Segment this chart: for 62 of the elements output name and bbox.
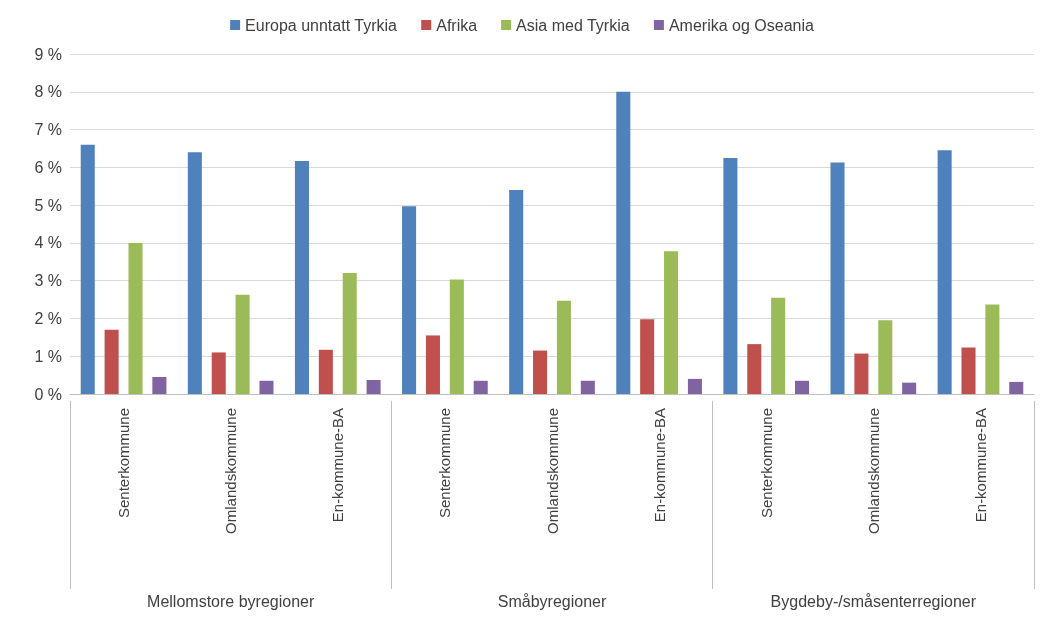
y-tick-label: 3 % (34, 272, 62, 290)
legend-label: Amerika og Oseania (668, 16, 814, 34)
y-tick-label: 9 % (34, 45, 62, 63)
x-tick-label: En-kommune-BA (650, 408, 668, 523)
x-tick-label: Senterkommune (115, 408, 133, 519)
bar (211, 352, 226, 394)
legend-label: Afrika (436, 16, 478, 34)
text: Mellomstore byregioner (147, 592, 315, 610)
bar (580, 380, 595, 394)
bar (1009, 381, 1024, 394)
x-tick-label: Omlandskommune (864, 408, 882, 534)
bar (449, 279, 464, 394)
y-tick-label: 8 % (34, 83, 62, 101)
y-tick-label: 1 % (34, 347, 62, 365)
x-tick-label: En-kommune-BA (971, 408, 989, 523)
bar (937, 150, 952, 394)
bar (187, 152, 202, 394)
y-tick-label: 4 % (34, 234, 62, 252)
y-tick-label: 5 % (34, 196, 62, 214)
x-tick-label: Senterkommune (436, 408, 454, 519)
bar (795, 380, 810, 394)
bar (402, 206, 417, 394)
bar (878, 320, 893, 394)
bar (723, 157, 738, 394)
bar (473, 380, 488, 394)
legend-label: Europa unntatt Tyrkia (245, 16, 398, 34)
bar (294, 160, 309, 394)
x-tick-label: Senterkommune (757, 408, 775, 519)
bar (259, 380, 274, 394)
bar (664, 251, 679, 394)
bar (235, 294, 250, 394)
bar (128, 242, 143, 394)
y-tick-label: 2 % (34, 309, 62, 327)
y-tick-label: 7 % (34, 121, 62, 139)
bar (366, 380, 381, 394)
text: Bygdeby-/småsenterregioner (770, 592, 977, 610)
legend-label: Asia med Tyrkia (516, 16, 630, 34)
bar (509, 190, 524, 394)
y-tick-label: 6 % (34, 158, 62, 176)
bar (961, 347, 976, 394)
bar (640, 319, 655, 394)
bar (104, 329, 119, 394)
bar (533, 350, 548, 394)
bar (556, 300, 571, 394)
bar (771, 297, 786, 394)
bar (747, 344, 762, 394)
y-tick-label: 0 % (34, 385, 62, 403)
bar (902, 382, 917, 394)
bar (854, 353, 869, 394)
bar (425, 335, 440, 394)
bar (687, 378, 702, 394)
x-tick-label: En-kommune-BA (329, 408, 347, 523)
bar (616, 91, 631, 394)
text: Småbyregioner (497, 592, 607, 610)
bar (830, 162, 845, 394)
bar (342, 273, 357, 394)
bar (80, 144, 95, 394)
bar (318, 349, 333, 394)
bar (152, 377, 167, 394)
bar (985, 304, 1000, 394)
x-tick-label: Omlandskommune (222, 408, 240, 534)
x-tick-label: Omlandskommune (543, 408, 561, 534)
